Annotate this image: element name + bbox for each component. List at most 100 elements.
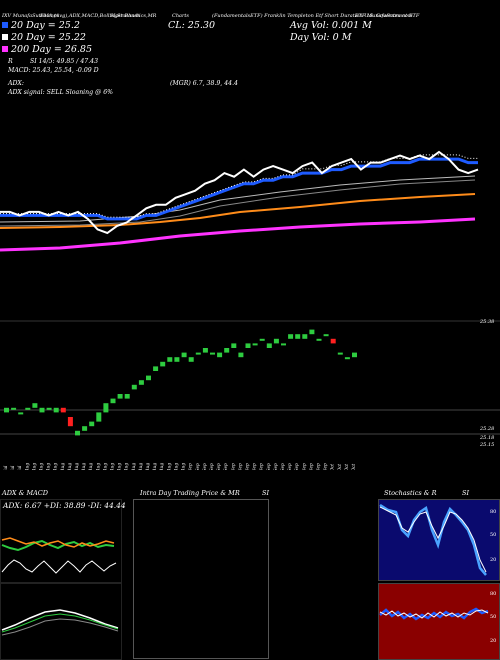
header-text-3: SI,Stochastics,MR	[110, 13, 157, 19]
candle	[89, 421, 95, 427]
r-label: R	[8, 58, 13, 65]
avg-volume-label: Avg Vol: 0.001 M	[290, 20, 372, 31]
stoch-level-50: 50	[490, 532, 497, 538]
sma200-label: 200 Day = 26.85	[11, 44, 92, 55]
candle	[25, 407, 31, 410]
si-level-80: 80	[490, 591, 497, 597]
candle	[110, 398, 116, 404]
date-tick-label: 30 Aug	[173, 463, 178, 470]
date-tick-label: 07 Aug	[53, 463, 58, 470]
date-tick-label: 29 Aug	[166, 463, 171, 470]
day-volume-label: Day Vol: 0 M	[290, 32, 352, 43]
header-text-6: ETF MunafaSutra.com	[355, 13, 413, 19]
candle	[181, 352, 187, 358]
date-tick-label: 13 Sep	[237, 463, 242, 470]
header-text-1: IXV MunafaSutra.com	[2, 13, 59, 19]
date-tick-label: 26 Sep	[301, 463, 306, 470]
candle	[210, 352, 215, 355]
si-signal-line	[379, 609, 489, 619]
header-text-2: EMA,(Avg),ADX,MACD,Bollinger Bands	[40, 13, 141, 19]
date-tick-label: 04 Aug	[46, 463, 51, 470]
date-tick-label: 23 Aug	[138, 463, 143, 470]
candle	[217, 352, 223, 358]
candle	[224, 348, 230, 353]
candle	[188, 357, 194, 362]
date-tick-label: 09 Aug	[67, 463, 72, 470]
date-tick-label: 10 Aug	[74, 463, 79, 470]
macd-panel	[0, 583, 122, 660]
price-tick-mid: 25.28	[480, 426, 495, 432]
candle	[238, 352, 244, 358]
macd-label: MACD: 25.43, 25.54, -0.09 D	[8, 67, 99, 74]
date-tick-label: 02 Oct	[330, 464, 335, 470]
date-tick-label: 27 Jul	[3, 465, 8, 470]
adx-signal-label: ADX signal: SELL Sloaning @ 6%	[8, 89, 114, 96]
ema20-line	[0, 157, 478, 221]
date-tick-label: 11 Sep	[223, 463, 228, 470]
candle	[153, 366, 159, 371]
date-tick-label: 01 Sep	[188, 463, 193, 470]
date-tick-label: 08 Sep	[216, 463, 221, 470]
adx-minus-di-line	[1, 537, 115, 548]
adx-panel	[0, 499, 122, 583]
candle	[252, 343, 258, 346]
candle	[124, 394, 130, 399]
date-tick-label: 28 Aug	[159, 463, 164, 470]
si-level-50: 50	[490, 614, 497, 620]
date-tick-label: 15 Aug	[95, 463, 100, 470]
date-tick-label: 18 Aug	[117, 463, 122, 470]
candle	[32, 403, 38, 408]
date-tick-label: 12 Sep	[230, 463, 235, 470]
candle	[273, 338, 279, 344]
stochastic-d-line	[379, 506, 487, 573]
intraday-si-label: SI	[262, 489, 270, 497]
candle	[117, 394, 123, 399]
adx-values-label: ADX: 6.67 +DI: 38.89 -DI: 44.44	[3, 501, 126, 510]
ema20-label: 20 Day = 25.2	[11, 20, 80, 31]
candle	[53, 407, 59, 413]
si-panel	[378, 583, 500, 660]
candle	[295, 334, 301, 339]
candle	[67, 417, 73, 427]
candle	[96, 412, 102, 422]
candle	[167, 357, 173, 362]
price-tick-low2: 25.15	[480, 442, 495, 448]
date-tick-label: 20 Sep	[273, 463, 278, 470]
date-tick-label: 28 Jul	[10, 465, 15, 470]
date-tick-label: 24 Aug	[145, 463, 150, 470]
stoch-level-20: 20	[490, 557, 497, 563]
date-tick-label: 05 Sep	[195, 463, 200, 470]
candle	[245, 343, 251, 348]
stochastics-si-label: SI	[462, 489, 470, 497]
close-label: CL: 25.30	[168, 20, 215, 31]
date-tick-label: 25 Aug	[152, 463, 157, 470]
adx-plus-di-line	[1, 539, 115, 552]
candle	[302, 334, 308, 339]
ema20-swatch	[2, 22, 8, 28]
orange-ma-line	[0, 193, 476, 229]
candle	[75, 430, 80, 436]
date-tick-label: 16 Aug	[102, 463, 107, 470]
sma200-line	[0, 217, 476, 252]
candle	[337, 352, 343, 355]
candle	[18, 412, 24, 415]
macd-line	[1, 609, 119, 631]
si-line	[379, 607, 489, 621]
upper-band-line	[0, 175, 476, 223]
candle	[316, 338, 322, 341]
candle	[323, 334, 329, 337]
date-tick-label: 15 Sep	[252, 463, 257, 470]
sma200-swatch	[2, 46, 8, 52]
candle	[138, 380, 144, 385]
candle	[281, 343, 286, 346]
date-tick-label: 29 Sep	[323, 463, 328, 470]
date-tick-label: 18 Sep	[259, 463, 264, 470]
date-tick-label: 25 Sep	[294, 463, 299, 470]
date-tick-label: 05 Oct	[351, 464, 356, 470]
candle	[4, 407, 9, 413]
date-tick-label: 03 Aug	[39, 463, 44, 470]
date-tick-label: 31 Jul	[17, 465, 22, 470]
stoch-level-80: 80	[490, 509, 497, 515]
date-tick-label: 22 Aug	[131, 463, 136, 470]
